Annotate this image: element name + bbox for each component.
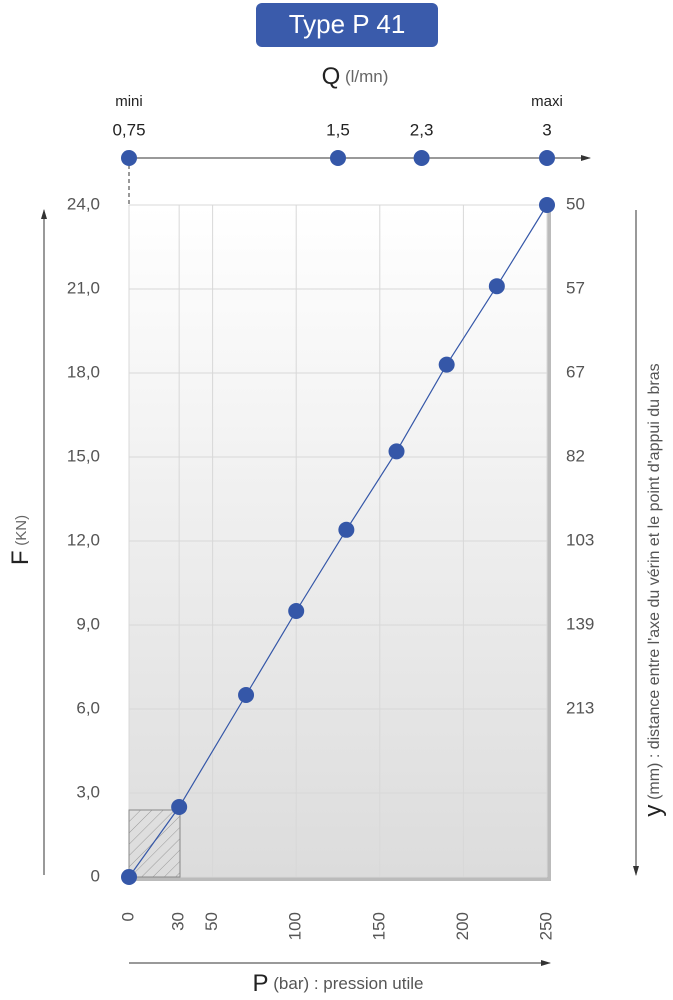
y-label: F bbox=[7, 550, 34, 565]
y-tick-label: 9,0 bbox=[76, 614, 100, 633]
x-tick-label: 250 bbox=[536, 912, 555, 940]
y2-tick-label: 103 bbox=[566, 530, 594, 549]
y2-tick-label: 57 bbox=[566, 278, 585, 297]
y2-tick-label: 50 bbox=[566, 194, 585, 213]
x2-tick-label: 3 bbox=[542, 120, 551, 139]
y-tick-label: 18,0 bbox=[67, 362, 100, 381]
y2-unit: (mm) : distance entre l'axe du vérin et … bbox=[646, 363, 663, 800]
x-unit: (bar) : pression utile bbox=[273, 974, 423, 993]
data-point bbox=[121, 869, 137, 885]
data-point bbox=[488, 278, 505, 295]
x2-dot bbox=[539, 150, 555, 166]
y2-label: y bbox=[640, 805, 667, 817]
y-tick-label: 24,0 bbox=[67, 194, 100, 213]
y-tick-label: 0 bbox=[91, 866, 100, 885]
x-tick-label: 200 bbox=[453, 912, 472, 940]
y2-tick-label: 67 bbox=[566, 362, 585, 381]
x-axis-title: P (bar) : pression utile bbox=[253, 970, 424, 997]
y2-tick-label: 82 bbox=[566, 446, 585, 465]
x2-tick-label: 1,5 bbox=[326, 120, 350, 139]
x-tick-label: 150 bbox=[369, 912, 388, 940]
x-tick-label: 30 bbox=[169, 912, 188, 931]
data-point bbox=[238, 687, 255, 703]
grid bbox=[128, 204, 548, 878]
x2-tick-label: 2,3 bbox=[410, 120, 434, 139]
y2-axis-title: y (mm) : distance entre l'axe du vérin e… bbox=[640, 363, 667, 816]
y-tick-label: 21,0 bbox=[67, 278, 100, 297]
x-tick-label: 100 bbox=[286, 912, 305, 940]
data-point bbox=[388, 443, 405, 460]
data-point bbox=[539, 197, 555, 213]
x2-note: mini bbox=[115, 93, 143, 110]
data-point bbox=[288, 603, 305, 619]
y-tick-label: 6,0 bbox=[76, 698, 100, 717]
x-tick-label: 50 bbox=[202, 912, 221, 931]
x-label: P bbox=[253, 970, 269, 997]
data-point bbox=[171, 799, 188, 815]
x-tick-label: 0 bbox=[118, 912, 137, 921]
x2-axis-title: Q (l/mn) bbox=[322, 63, 389, 90]
data-point bbox=[338, 521, 355, 538]
y-unit: (KN) bbox=[13, 515, 30, 546]
x2-label: Q bbox=[322, 63, 341, 90]
x2-dot bbox=[413, 150, 430, 166]
x2-dot bbox=[121, 150, 137, 166]
x2-note: maxi bbox=[531, 93, 563, 110]
data-point bbox=[438, 356, 455, 373]
title-box bbox=[256, 3, 438, 47]
x2-dot bbox=[330, 150, 346, 166]
y-tick-label: 3,0 bbox=[76, 782, 100, 801]
y-axis-title: F (KN) bbox=[7, 515, 34, 565]
chart-title: Type P 41 bbox=[289, 9, 406, 39]
x2-tick-label: 0,75 bbox=[112, 120, 145, 139]
y-tick-label: 12,0 bbox=[67, 530, 100, 549]
y2-tick-label: 139 bbox=[566, 614, 594, 633]
y-tick-label: 15,0 bbox=[67, 446, 100, 465]
x2-unit: (l/mn) bbox=[345, 67, 388, 86]
y2-tick-label: 213 bbox=[566, 698, 594, 717]
